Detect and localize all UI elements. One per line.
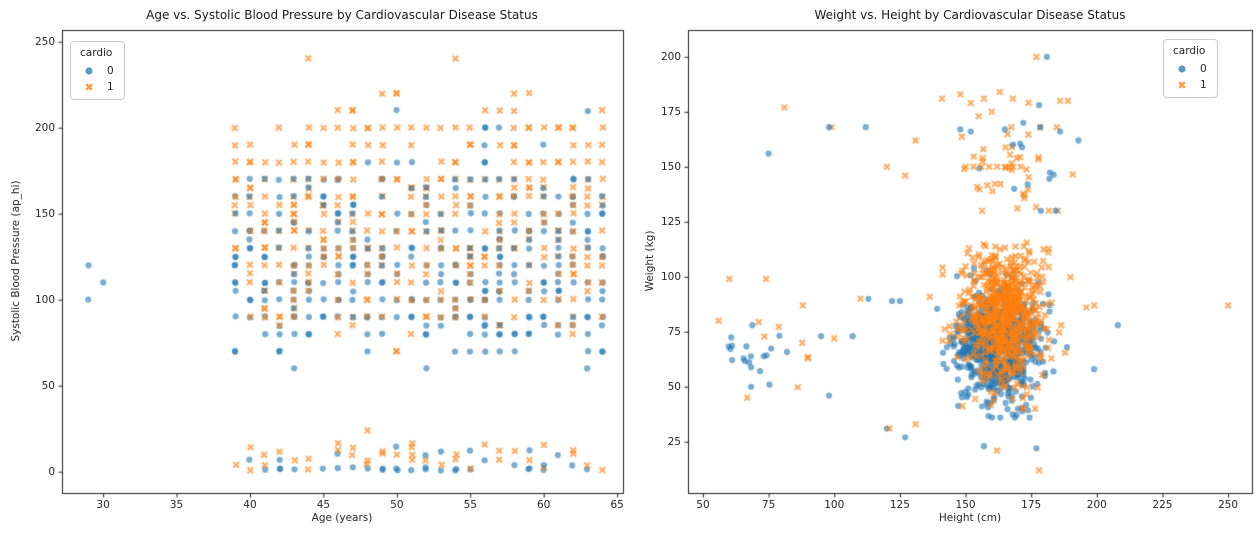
left-y-axis-label: Systolic Blood Pressure (ap_hi) — [10, 180, 22, 342]
legend-item-cardio-1: 1 — [1172, 77, 1207, 93]
legend-item-cardio-0: 0 — [1172, 61, 1207, 77]
legend-label-1: 1 — [1200, 78, 1207, 91]
right-y-axis-label: Weight (kg) — [644, 230, 656, 292]
left-legend: cardio 0 1 — [70, 41, 125, 100]
legend-label-0: 0 — [1200, 62, 1207, 75]
legend-label-1: 1 — [107, 80, 114, 93]
legend-label-0: 0 — [107, 64, 114, 77]
right-legend: cardio 0 1 — [1163, 39, 1218, 98]
left-chart-title: Age vs. Systolic Blood Pressure by Cardi… — [146, 8, 538, 22]
right-x-axis-label: Height (cm) — [938, 512, 1002, 524]
left-x-axis-label: Age (years) — [311, 512, 373, 524]
legend-title: cardio — [1173, 45, 1206, 57]
legend-item-cardio-1: 1 — [79, 79, 114, 95]
cardio-0-marker-icon — [79, 66, 99, 76]
cardio-0-marker-icon — [1172, 64, 1192, 74]
cardio-1-marker-icon — [1172, 80, 1192, 90]
cardio-1-marker-icon — [79, 82, 99, 92]
legend-item-cardio-0: 0 — [79, 63, 114, 79]
legend-title: cardio — [80, 47, 113, 59]
right-chart-title: Weight vs. Height by Cardiovascular Dise… — [814, 8, 1126, 22]
